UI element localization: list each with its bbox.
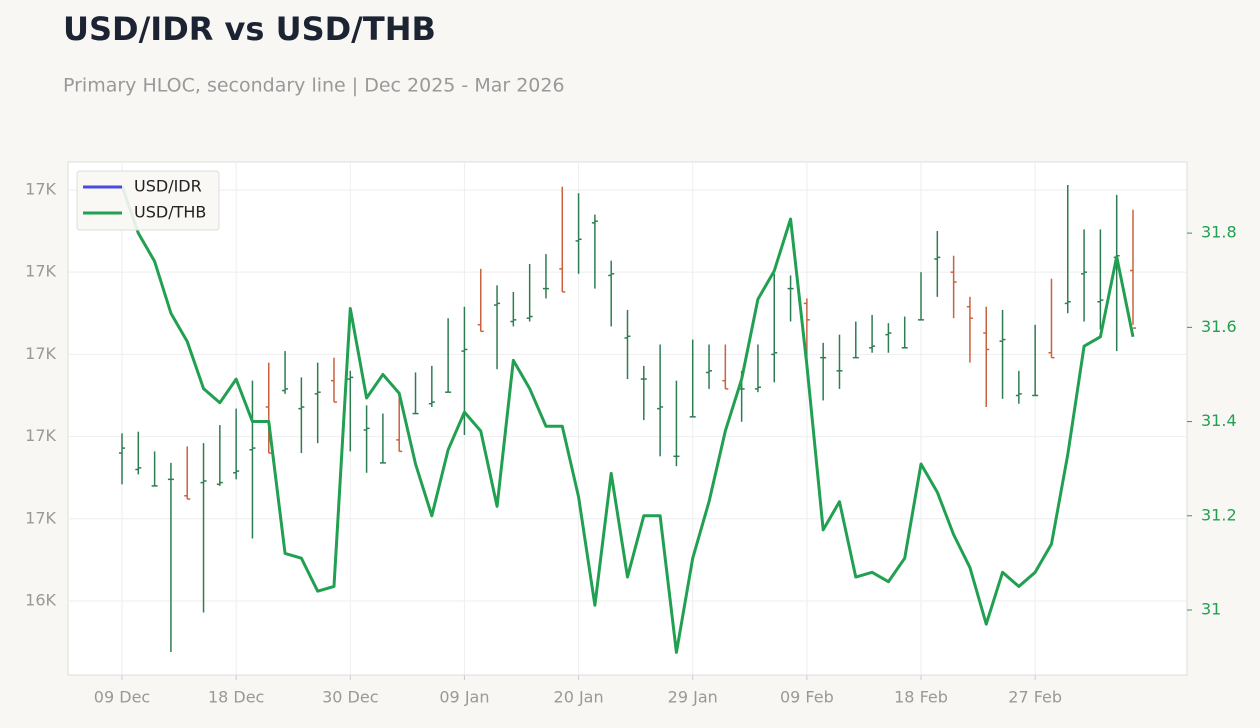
y-tick-label: 17K: [25, 262, 56, 281]
y2-tick-label: 31.4: [1201, 411, 1237, 430]
y-tick-label: 17K: [25, 426, 56, 445]
x-tick-label: 18 Feb: [894, 688, 948, 707]
y2-tick-label: 31: [1201, 599, 1221, 618]
y2-tick-label: 31.8: [1201, 223, 1237, 242]
chart-subtitle: Primary HLOC, secondary line | Dec 2025 …: [63, 75, 565, 97]
chart-title: USD/IDR vs USD/THB: [63, 10, 436, 48]
x-tick-label: 30 Dec: [322, 688, 378, 707]
line-series: [120, 185, 1135, 654]
x-tick-label: 27 Feb: [1008, 688, 1062, 707]
x-tick-label: 09 Dec: [94, 688, 150, 707]
y-tick-label: 16K: [25, 591, 56, 610]
x-tick-label: 20 Jan: [554, 688, 604, 707]
y-tick-label: 17K: [25, 508, 56, 527]
y-tick-label: 17K: [25, 179, 56, 198]
legend-label: USD/THB: [134, 203, 206, 222]
y2-tick-label: 31.2: [1201, 505, 1237, 524]
y-tick-label: 17K: [25, 344, 56, 363]
plot-area: [67, 161, 1188, 676]
x-tick-label: 18 Dec: [208, 688, 264, 707]
x-tick-label: 29 Jan: [668, 688, 718, 707]
legend-label: USD/IDR: [134, 177, 202, 196]
x-tick-label: 09 Jan: [439, 688, 489, 707]
y2-tick-label: 31.6: [1201, 317, 1237, 336]
x-tick-label: 09 Feb: [780, 688, 834, 707]
